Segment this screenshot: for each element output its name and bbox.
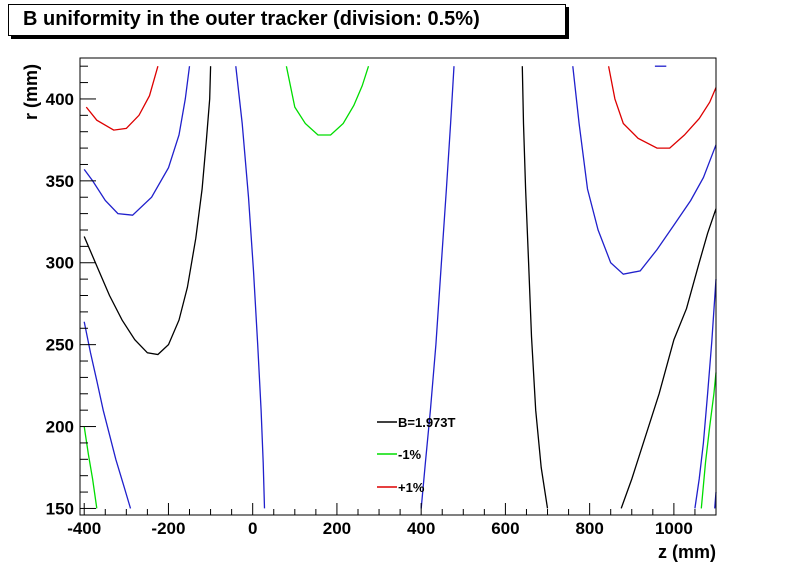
- contour-line-6: [285, 66, 370, 136]
- chart-title: B uniformity in the outer tracker (divis…: [23, 8, 480, 30]
- x-tick-label: 600: [491, 519, 519, 538]
- y-tick-label: 300: [46, 254, 74, 273]
- x-tick-label: 400: [407, 519, 435, 538]
- y-tick-label: 400: [46, 90, 74, 109]
- contour-lines: [83, 65, 717, 509]
- y-tick-label: 150: [46, 499, 74, 518]
- contour-line-3: [83, 321, 132, 509]
- contour-line-0: [85, 66, 159, 131]
- y-axis-title: r (mm): [21, 64, 41, 120]
- x-tick-label: 200: [323, 519, 351, 538]
- legend-label-2: +1%: [398, 480, 425, 495]
- contour-line-4: [83, 426, 98, 509]
- contour-line-12: [694, 279, 717, 509]
- x-tick-label: -200: [151, 519, 185, 538]
- contour-line-11: [620, 208, 717, 509]
- x-tick-label: 1000: [655, 519, 693, 538]
- legend-label-0: B=1.973T: [398, 415, 456, 430]
- legend: B=1.973T -1% +1%: [377, 415, 456, 495]
- x-tick-label: 800: [575, 519, 603, 538]
- y-tick-label: 250: [46, 336, 74, 355]
- contour-line-7: [420, 66, 455, 509]
- y-tick-label: 200: [46, 418, 74, 437]
- contour-line-8: [521, 66, 549, 509]
- contour-line-5: [235, 66, 266, 509]
- x-tick-label: 0: [248, 519, 257, 538]
- contour-line-2: [83, 66, 212, 356]
- contour-line-1: [83, 66, 191, 216]
- contour-line-9: [572, 66, 717, 275]
- x-tick-label: -400: [67, 519, 101, 538]
- contour-line-13: [700, 372, 717, 509]
- chart-title-box: B uniformity in the outer tracker (divis…: [8, 4, 566, 36]
- legend-label-1: -1%: [398, 447, 422, 462]
- contour-line-10: [607, 66, 717, 149]
- y-tick-label: 350: [46, 172, 74, 191]
- x-axis-title: z (mm): [658, 542, 716, 562]
- axis-ticks: -400 -200 0 200 400 600 800 1000 150 200 250 300 350…: [46, 65, 717, 538]
- plot-frame: [79, 57, 717, 516]
